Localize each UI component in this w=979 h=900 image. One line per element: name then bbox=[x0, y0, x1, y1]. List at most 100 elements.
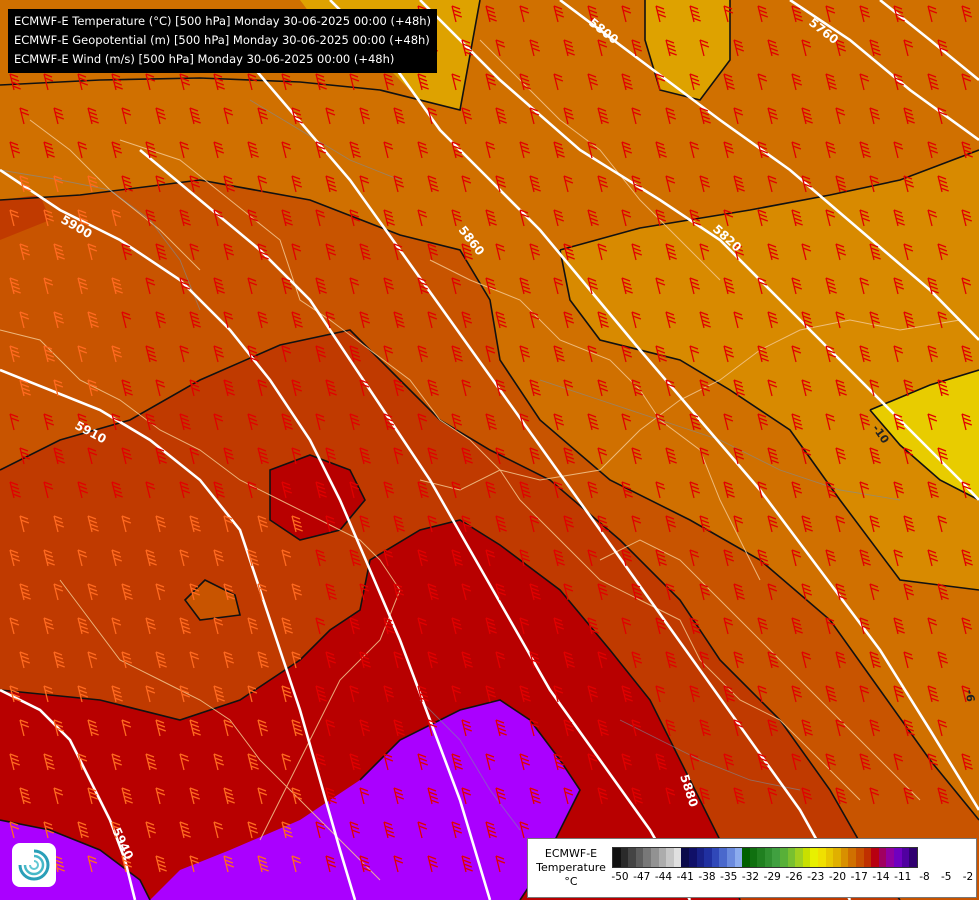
wind-barb bbox=[427, 787, 439, 805]
wind-barb bbox=[189, 515, 201, 533]
wind-barb bbox=[801, 719, 813, 737]
wind-barb bbox=[359, 107, 371, 125]
wind-barb bbox=[427, 651, 439, 669]
legend-unit: °C bbox=[564, 875, 578, 888]
wind-barb bbox=[359, 855, 371, 873]
legend-swatch bbox=[795, 848, 803, 867]
wind-barb bbox=[427, 447, 439, 465]
wind-barb bbox=[859, 481, 870, 499]
wind-barb bbox=[563, 39, 575, 57]
wind-barb bbox=[767, 107, 779, 125]
wind-barb bbox=[825, 685, 837, 703]
wind-barb bbox=[859, 413, 871, 431]
wind-barb bbox=[689, 73, 701, 91]
wind-barb bbox=[155, 311, 167, 329]
wind-barb bbox=[621, 753, 633, 771]
wind-barb bbox=[631, 39, 643, 57]
wind-barb bbox=[655, 685, 666, 703]
wind-barb bbox=[563, 175, 574, 193]
wind-barb bbox=[43, 617, 55, 635]
wind-barb bbox=[587, 5, 599, 23]
wind-barb bbox=[689, 345, 700, 363]
legend-swatch bbox=[893, 848, 902, 867]
legend-tick-label: -41 bbox=[676, 871, 694, 883]
wind-barb bbox=[869, 787, 880, 805]
wind-barb bbox=[961, 413, 973, 431]
wind-barb bbox=[689, 5, 701, 23]
wind-barb bbox=[291, 175, 303, 193]
wind-barb bbox=[529, 583, 541, 601]
wind-barb bbox=[121, 787, 133, 805]
wind-barb bbox=[893, 345, 904, 363]
legend-tick-label: -29 bbox=[763, 871, 781, 883]
wind-barb bbox=[315, 753, 327, 771]
wind-barb bbox=[563, 651, 575, 669]
wind-barb bbox=[291, 787, 303, 805]
wind-barb bbox=[111, 413, 122, 431]
wind-barb bbox=[563, 379, 574, 397]
wind-barb bbox=[665, 107, 677, 125]
wind-barb bbox=[519, 141, 531, 159]
wind-barb bbox=[757, 753, 769, 771]
wind-barb bbox=[655, 277, 666, 295]
wind-barb bbox=[393, 379, 405, 397]
wind-barb bbox=[325, 855, 337, 873]
wind-barb bbox=[519, 753, 531, 771]
wind-barb bbox=[383, 277, 395, 295]
wind-barb bbox=[43, 413, 55, 431]
wind-barb bbox=[563, 515, 575, 533]
wind-barb bbox=[179, 141, 190, 159]
wind-barb bbox=[723, 549, 735, 567]
wind-barb bbox=[495, 855, 506, 873]
wind-barb bbox=[961, 277, 972, 295]
wind-barb bbox=[223, 515, 234, 533]
wind-barb bbox=[825, 141, 837, 159]
wind-barb bbox=[869, 379, 880, 397]
wind-barb bbox=[495, 719, 507, 737]
legend-swatch bbox=[787, 848, 796, 867]
wind-barb bbox=[77, 821, 89, 839]
wind-barb bbox=[859, 277, 870, 295]
wind-barb bbox=[699, 379, 711, 397]
wind-barb bbox=[417, 277, 429, 295]
wind-barb bbox=[757, 481, 768, 499]
wind-barb bbox=[621, 549, 633, 567]
wind-barb bbox=[359, 515, 371, 533]
wind-barb bbox=[213, 549, 225, 567]
wind-barb bbox=[247, 753, 259, 771]
wind-barb bbox=[77, 617, 89, 635]
wind-barb bbox=[315, 549, 327, 567]
legend-tick-label: -23 bbox=[807, 871, 825, 883]
wind-barb bbox=[427, 243, 439, 261]
wind-barb bbox=[757, 413, 769, 431]
wind-barb bbox=[893, 209, 905, 227]
wind-barb bbox=[961, 73, 972, 91]
wind-barb bbox=[665, 719, 677, 737]
legend-tick-label: -50 bbox=[611, 871, 629, 883]
wind-barb bbox=[155, 447, 167, 465]
wind-barb bbox=[325, 311, 336, 329]
wind-barb bbox=[53, 719, 65, 737]
wind-barb bbox=[393, 447, 404, 465]
wind-barb bbox=[961, 141, 973, 159]
wind-barb bbox=[825, 277, 837, 295]
wind-barb bbox=[145, 753, 157, 771]
wind-barb bbox=[43, 481, 54, 499]
wind-barb bbox=[9, 209, 20, 227]
wind-barb bbox=[587, 685, 599, 703]
wind-barb bbox=[359, 583, 370, 601]
wind-barb bbox=[529, 243, 541, 261]
wind-barb bbox=[699, 787, 711, 805]
wind-barb bbox=[349, 481, 360, 499]
wind-barb bbox=[87, 243, 98, 261]
wind-barb bbox=[281, 549, 292, 567]
wind-barb bbox=[155, 515, 167, 533]
wind-barb bbox=[383, 617, 395, 635]
wind-barb bbox=[835, 39, 847, 57]
wind-barb bbox=[665, 651, 677, 669]
wind-barb bbox=[111, 277, 123, 295]
wind-barb bbox=[801, 583, 813, 601]
legend-swatch bbox=[818, 848, 826, 867]
wind-barb bbox=[859, 141, 871, 159]
